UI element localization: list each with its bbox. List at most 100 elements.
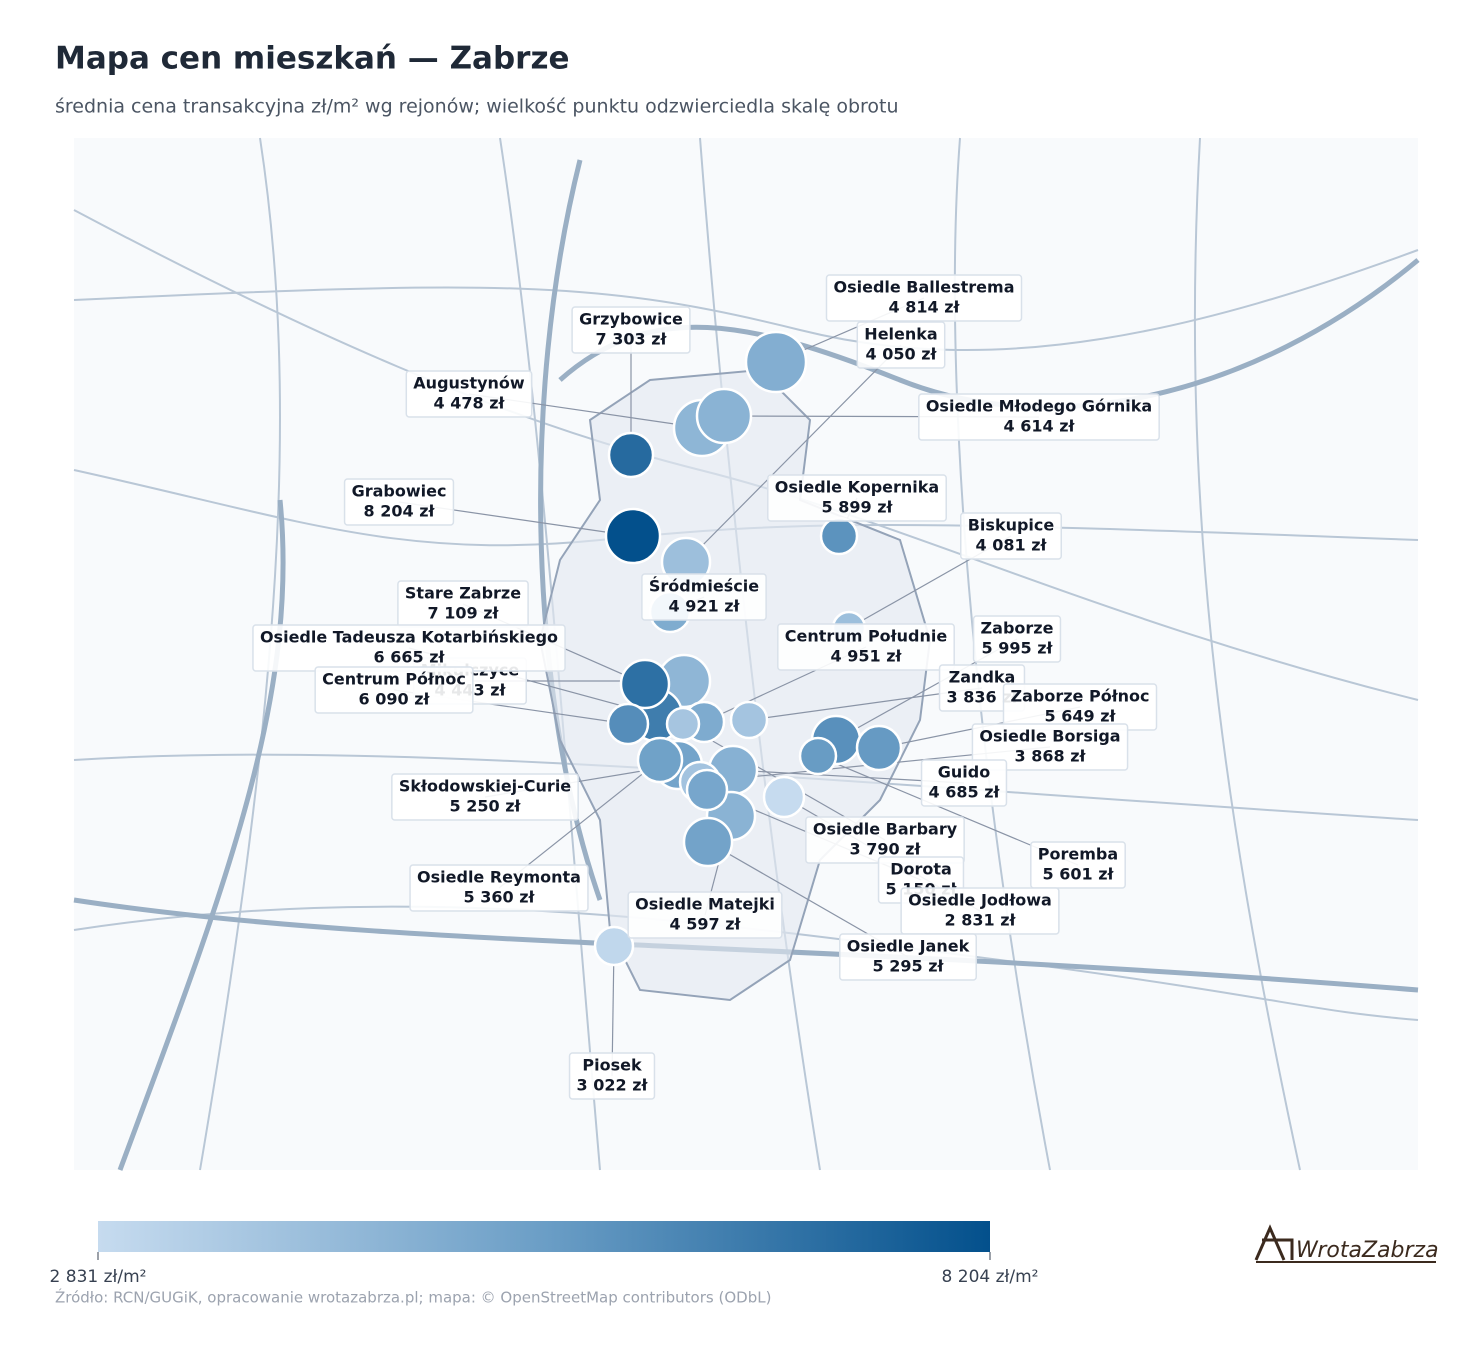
region-name: Poremba [1038,845,1118,864]
label-box [627,891,783,939]
region-price: 2 831 zł [945,911,1017,930]
region-name: Osiedle Barbary [813,820,958,839]
region-name: Stare Zabrze [405,584,521,603]
label-box [409,864,589,912]
label-box [1030,841,1126,889]
region-name: Centrum Południe [785,627,948,646]
region-name: Osiedle Ballestrema [833,278,1014,297]
region-price: 4 951 zł [831,647,903,666]
region-price: 4 081 zł [976,536,1048,555]
region-price: 4 050 zł [866,345,938,364]
label-box [391,773,579,821]
label-box [825,274,1023,322]
region-price: 4 814 zł [889,298,961,317]
region-name: Osiedle Młodego Górnika [926,397,1152,416]
price-bubble [685,768,729,812]
region-name: Skłodowskiej-Curie [399,777,571,796]
price-bubble [729,700,769,740]
label-box [314,666,474,714]
region-name: Grzybowice [579,310,683,329]
label-box [972,615,1062,663]
region-price: 3 836 zł [947,688,1019,707]
region-name: Osiedle Janek [847,937,970,956]
region-name: Zandka [949,668,1016,687]
source: Źródło: RCN/GUGiK, opracowanie wrotazabr… [55,1288,771,1307]
colorbar [98,1221,990,1252]
label-box [959,512,1063,560]
label-box [856,321,946,369]
region-price: 4 478 zł [434,394,506,413]
region-name: Osiedle Jodłowa [908,891,1052,910]
region-name: Osiedle Tadeusza Kotarbińskiego [260,628,558,647]
label-box [641,573,767,621]
region-price: 5 360 zł [464,888,536,907]
price-bubble [855,724,903,772]
price-bubble [798,736,838,776]
region-price: 5 295 zł [873,957,945,976]
region-price: 5 649 zł [1045,707,1117,726]
region-price: 5 995 zł [982,639,1054,658]
region-price: 5 250 zł [450,797,522,816]
region-price: 4 597 zł [670,915,742,934]
price-bubble [744,330,808,394]
region-price: 4 921 zł [669,597,741,616]
region-name: Dorota [890,860,952,879]
price-bubble [606,702,650,746]
region-price: 3 022 zł [577,1076,649,1095]
price-bubble [607,431,655,479]
region-price: 5 601 zł [1043,865,1115,884]
label-box [405,370,533,418]
label-box [571,306,691,354]
price-bubble [682,816,734,868]
label-box [971,723,1129,771]
label-box [767,474,947,522]
price-bubble [636,736,684,784]
price-bubble [619,658,671,710]
region-price: 6 665 zł [374,648,446,667]
colorbar-label: 8 204 zł/m² [942,1267,1039,1287]
label-box [777,623,955,671]
region-price: 4 685 zł [929,783,1001,802]
label-box [920,759,1008,807]
region-price: 5 899 zł [822,498,894,517]
region-price: 4 614 zł [1004,417,1076,436]
region-name: Zaborze Północ [1011,687,1150,706]
logo-text: WrotaZabrza [1296,1238,1439,1263]
region-name: Osiedle Matejki [635,895,775,914]
price-bubble [604,507,662,565]
region-name: Helenka [864,325,937,344]
subtitle: średnia cena transakcyjna zł/m² wg rejon… [55,96,899,118]
region-price: 3 790 zł [850,840,922,859]
region-price: 6 090 zł [359,690,431,709]
region-name: Piosek [582,1056,642,1075]
label-box [918,393,1160,441]
label-box [568,1052,656,1100]
region-name: Centrum Północ [322,670,466,689]
label-box [839,933,977,981]
colorbar-label: 2 831 zł/m² [50,1267,147,1287]
region-name: Grabowiec [352,482,447,501]
price-bubble [593,925,635,967]
